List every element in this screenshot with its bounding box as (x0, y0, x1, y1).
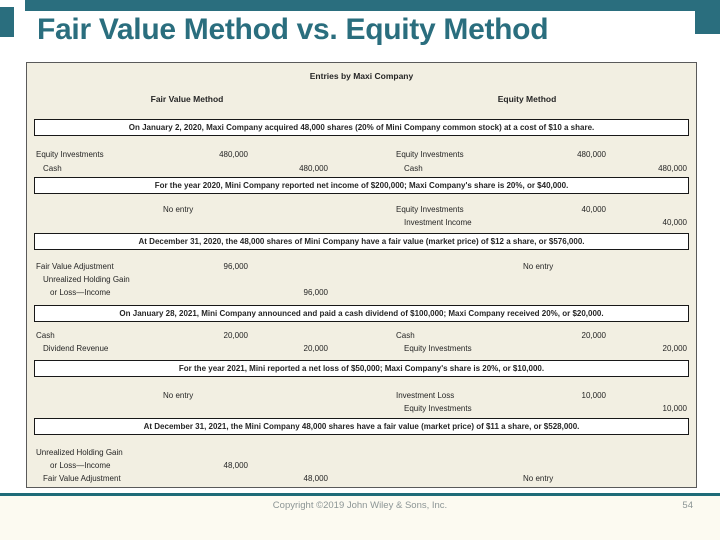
journal-line: Equity Investments 10,000 (27, 403, 696, 414)
event-banner-3: At December 31, 2020, the 48,000 shares … (34, 233, 689, 250)
credit-amount: 20,000 (303, 344, 328, 353)
left-accent-square (0, 7, 14, 37)
page-number: 54 (682, 500, 693, 511)
journal-line: Cash 480,000 Cash 480,000 (27, 163, 696, 174)
credit-amount: 48,000 (303, 474, 328, 483)
top-accent-bar (25, 0, 697, 11)
journal-line: Cash 20,000 Cash 20,000 (27, 330, 696, 341)
debit-amount: 480,000 (219, 150, 248, 159)
table-title: Entries by Maxi Company (309, 71, 414, 81)
debit-amount: 480,000 (577, 150, 606, 159)
column-header-fair-value: Fair Value Method (150, 94, 224, 104)
journal-line: Unrealized Holding Gain (27, 274, 696, 285)
footer-area (0, 496, 720, 540)
journal-line: Fair Value Adjustment 96,000 No entry (27, 261, 696, 272)
credit-amount: 10,000 (662, 404, 687, 413)
account-name: Equity Investments (396, 150, 464, 159)
account-name: Unrealized Holding Gain (43, 275, 130, 284)
event-banner-1: On January 2, 2020, Maxi Company acquire… (34, 119, 689, 136)
journal-line: Dividend Revenue 20,000 Equity Investmen… (27, 343, 696, 354)
debit-amount: 96,000 (223, 262, 248, 271)
debit-amount: 40,000 (581, 205, 606, 214)
account-name: Equity Investments (404, 404, 472, 413)
credit-amount: 480,000 (299, 164, 328, 173)
slide-title: Fair Value Method vs. Equity Method (37, 13, 549, 46)
account-name: or Loss—Income (50, 288, 111, 297)
account-name: or Loss—Income (50, 461, 111, 470)
debit-amount: 20,000 (223, 331, 248, 340)
no-entry-label: No entry (523, 262, 554, 271)
account-name: Cash (404, 164, 423, 173)
account-name: Investment Loss (396, 391, 455, 400)
right-accent-block (695, 0, 720, 34)
copyright-text: Copyright ©2019 John Wiley & Sons, Inc. (272, 500, 448, 511)
credit-amount: 40,000 (662, 218, 687, 227)
journal-line: Fair Value Adjustment 48,000 No entry (27, 473, 696, 484)
account-name: Dividend Revenue (43, 344, 109, 353)
journal-line: No entry Investment Loss 10,000 (27, 390, 696, 401)
account-name: Investment Income (404, 218, 472, 227)
debit-amount: 10,000 (581, 391, 606, 400)
account-name: Equity Investments (404, 344, 472, 353)
debit-amount: 20,000 (581, 331, 606, 340)
account-name: Cash (43, 164, 62, 173)
journal-line: Unrealized Holding Gain (27, 447, 696, 458)
account-name: Fair Value Adjustment (36, 262, 114, 271)
account-name: Equity Investments (36, 150, 104, 159)
debit-amount: 48,000 (223, 461, 248, 470)
no-entry-label: No entry (163, 205, 194, 214)
no-entry-label: No entry (523, 474, 554, 483)
journal-line: Investment Income 40,000 (27, 217, 696, 228)
journal-line: No entry Equity Investments 40,000 (27, 204, 696, 215)
account-name: Cash (396, 331, 415, 340)
event-banner-2: For the year 2020, Mini Company reported… (34, 177, 689, 194)
journal-line: or Loss—Income 48,000 (27, 460, 696, 471)
journal-line: Equity Investments 480,000 Equity Invest… (27, 149, 696, 160)
event-banner-6: At December 31, 2021, the Mini Company 4… (34, 418, 689, 435)
credit-amount: 20,000 (662, 344, 687, 353)
event-banner-4: On January 28, 2021, Mini Company announ… (34, 305, 689, 322)
event-banner-5: For the year 2021, Mini reported a net l… (34, 360, 689, 377)
account-name: Equity Investments (396, 205, 464, 214)
entries-table: Entries by Maxi Company Fair Value Metho… (26, 62, 697, 488)
account-name: Cash (36, 331, 55, 340)
account-name: Unrealized Holding Gain (36, 448, 123, 457)
journal-line: or Loss—Income 96,000 (27, 287, 696, 298)
column-header-equity: Equity Method (497, 94, 557, 104)
credit-amount: 480,000 (658, 164, 687, 173)
no-entry-label: No entry (163, 391, 194, 400)
footer-divider (0, 493, 720, 496)
account-name: Fair Value Adjustment (43, 474, 121, 483)
credit-amount: 96,000 (303, 288, 328, 297)
